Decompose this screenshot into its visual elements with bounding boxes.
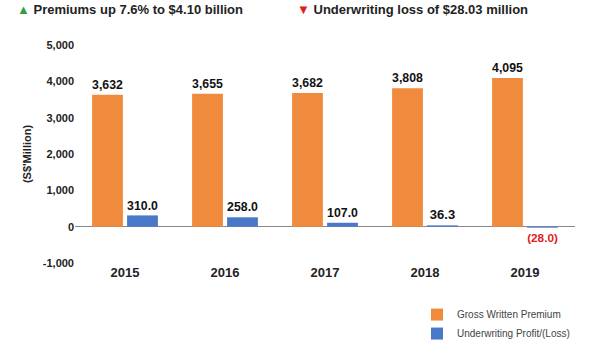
svg-text:258.0: 258.0 — [227, 200, 258, 214]
svg-text:(28.0): (28.0) — [527, 231, 558, 244]
svg-text:3,682: 3,682 — [292, 76, 323, 90]
svg-text:-1,000: -1,000 — [43, 257, 74, 269]
svg-text:Underwriting Profit/(Loss): Underwriting Profit/(Loss) — [457, 328, 570, 339]
svg-text:3,632: 3,632 — [92, 78, 123, 92]
svg-text:3,808: 3,808 — [392, 71, 423, 85]
svg-text:3,000: 3,000 — [46, 112, 74, 124]
svg-text:Gross Written Premium: Gross Written Premium — [457, 309, 561, 320]
svg-text:2015: 2015 — [111, 265, 140, 280]
svg-text:0: 0 — [68, 221, 74, 233]
svg-text:3,655: 3,655 — [192, 77, 223, 91]
svg-text:▲ Premiums up 7.6% to $4.10 bi: ▲ Premiums up 7.6% to $4.10 billion — [17, 2, 243, 17]
svg-text:4,095: 4,095 — [492, 61, 523, 75]
svg-text:(S$'Million): (S$'Million) — [21, 125, 33, 184]
svg-text:2017: 2017 — [311, 265, 340, 280]
svg-text:2,000: 2,000 — [46, 148, 74, 160]
svg-text:2016: 2016 — [211, 265, 240, 280]
svg-text:1,000: 1,000 — [46, 184, 74, 196]
svg-text:36.3: 36.3 — [430, 207, 455, 222]
svg-text:▼ Underwriting loss of $28.03: ▼ Underwriting loss of $28.03 million — [297, 2, 528, 17]
svg-text:2019: 2019 — [511, 265, 540, 280]
svg-text:310.0: 310.0 — [127, 199, 158, 213]
svg-text:4,000: 4,000 — [46, 75, 74, 87]
svg-text:107.0: 107.0 — [327, 206, 358, 220]
svg-text:5,000: 5,000 — [46, 39, 74, 51]
svg-text:2018: 2018 — [411, 265, 440, 280]
